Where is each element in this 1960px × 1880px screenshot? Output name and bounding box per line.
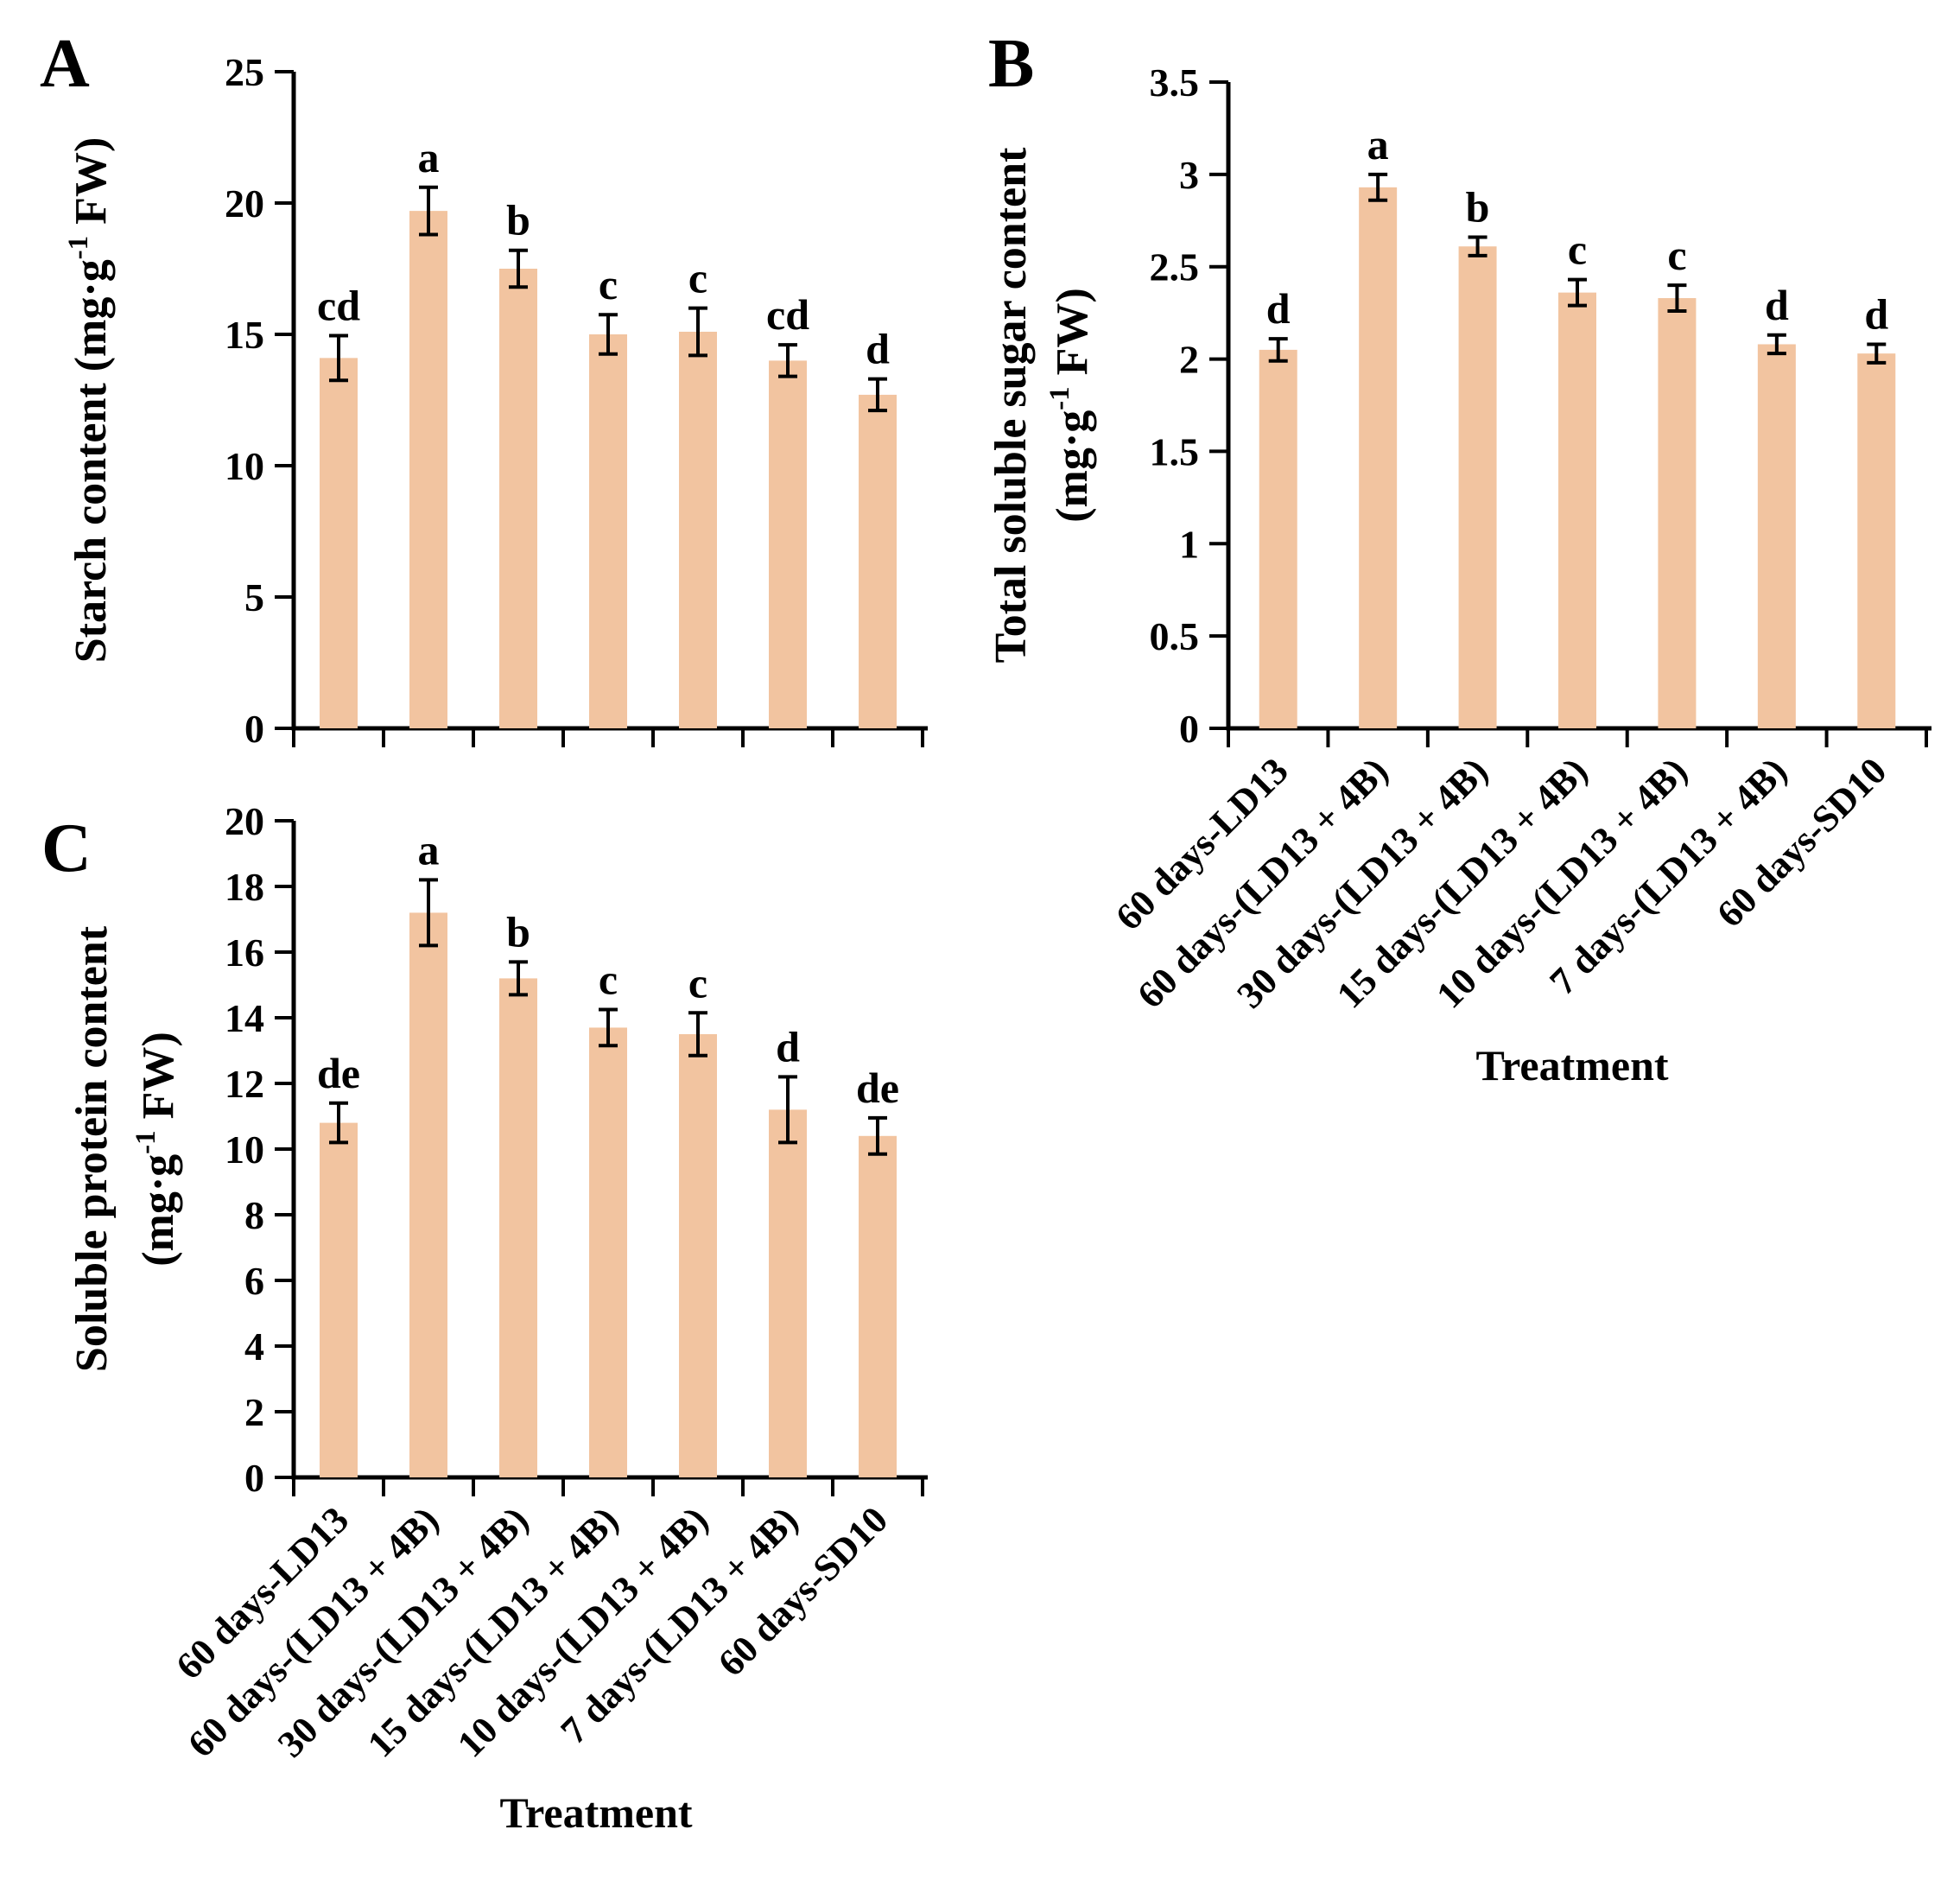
- label-text: FW): [67, 137, 116, 236]
- y-tick-label: 0: [244, 1456, 264, 1500]
- label-text: FW): [134, 1032, 183, 1130]
- y-tick-label: 10: [225, 444, 264, 488]
- bar: [499, 269, 537, 728]
- y-tick-label: 2: [1179, 338, 1199, 382]
- significance-letter: d: [776, 1022, 800, 1070]
- x-axis-title: Treatment: [1475, 1041, 1668, 1089]
- y-tick-label: 0: [244, 707, 264, 751]
- y-axis-title: Total soluble sugar content: [986, 147, 1036, 663]
- significance-letter: cd: [766, 290, 809, 339]
- y-tick-label: 2.5: [1150, 245, 1200, 289]
- y-tick-label: 5: [244, 575, 264, 619]
- superscript-text: -1: [1044, 386, 1075, 410]
- x-category-label: 60 days-LD13: [1107, 749, 1297, 938]
- y-axis-title: (mg·g-1 FW): [130, 1032, 183, 1267]
- y-tick-label: 10: [225, 1127, 264, 1172]
- bar: [859, 1135, 897, 1477]
- y-tick-label: 15: [225, 313, 264, 357]
- significance-letter: de: [856, 1064, 899, 1112]
- significance-letter: cd: [317, 282, 360, 330]
- bar: [679, 331, 717, 728]
- y-axis-title: Starch content (mg·g-1 FW): [63, 137, 116, 664]
- bar: [1658, 298, 1697, 728]
- panel-letter: A: [40, 26, 90, 102]
- significance-letter: d: [1765, 281, 1789, 329]
- y-tick-label: 0.5: [1150, 614, 1200, 658]
- superscript-text: -1: [130, 1130, 162, 1154]
- bar: [409, 912, 447, 1477]
- superscript-text: -1: [63, 236, 94, 260]
- significance-letter: d: [1864, 289, 1888, 338]
- panel-b-svg: B Total soluble sugar content (mg·g-1 FW) 0…: [986, 26, 1931, 1089]
- y-tick-label: 14: [225, 996, 264, 1040]
- bar: [1558, 292, 1596, 728]
- bar: [1259, 349, 1297, 728]
- significance-letter: c: [1667, 231, 1686, 279]
- y-tick-label: 3.5: [1150, 60, 1200, 105]
- panel-letter: C: [41, 810, 92, 886]
- bar: [589, 1027, 627, 1477]
- bar: [859, 394, 897, 728]
- bar: [769, 1109, 807, 1477]
- y-tick-label: 25: [225, 50, 264, 94]
- significance-letter: c: [688, 254, 707, 302]
- y-tick-label: 18: [225, 865, 264, 909]
- significance-letter: c: [599, 260, 618, 308]
- label-text: (mg·g: [1048, 410, 1097, 523]
- significance-letter: b: [1466, 183, 1490, 232]
- panel-c-soluble-protein-chart: C Soluble protein content (mg·g-1 FW) 0 2 4 6 8…: [0, 803, 976, 1880]
- bar: [679, 1034, 717, 1477]
- panel-b-soluble-sugar-chart: B Total soluble sugar content (mg·g-1 FW) 0…: [976, 0, 1960, 1123]
- significance-letter: a: [1367, 120, 1389, 168]
- significance-letter: c: [599, 956, 618, 1004]
- label-text: Soluble protein content: [67, 925, 117, 1372]
- significance-letter: c: [688, 958, 707, 1007]
- bar: [320, 358, 358, 728]
- bar: [499, 978, 537, 1477]
- bar: [1458, 246, 1497, 729]
- label-text: (mg·g: [134, 1154, 183, 1267]
- y-tick-label: 4: [244, 1324, 264, 1369]
- bar: [1359, 187, 1398, 728]
- bar: [769, 360, 807, 728]
- bar: [409, 211, 447, 728]
- significance-letter: a: [418, 825, 440, 873]
- y-tick-label: 20: [225, 181, 264, 225]
- panel-letter: B: [988, 26, 1034, 102]
- significance-letter: b: [506, 907, 530, 956]
- y-tick-label: 12: [225, 1062, 264, 1106]
- y-tick-label: 20: [225, 803, 264, 843]
- y-axis-title: (mg·g-1 FW): [1044, 288, 1097, 523]
- bar: [589, 334, 627, 728]
- y-tick-label: 2: [244, 1390, 264, 1434]
- label-text: Starch content (mg·g: [67, 259, 116, 663]
- y-tick-label: 0: [1179, 707, 1199, 751]
- significance-letter: d: [866, 325, 890, 373]
- bar: [1757, 344, 1796, 728]
- panel-c-svg: C Soluble protein content (mg·g-1 FW) 0 2 4 6 8…: [41, 803, 928, 1837]
- x-axis-title: Treatment: [499, 1788, 692, 1837]
- y-tick-label: 6: [244, 1259, 264, 1303]
- y-tick-label: 16: [225, 930, 264, 975]
- significance-letter: c: [1568, 225, 1587, 274]
- bar: [320, 1122, 358, 1477]
- label-text: Total soluble sugar content: [986, 147, 1036, 663]
- significance-letter: d: [1266, 284, 1291, 333]
- significance-letter: de: [317, 1049, 360, 1097]
- significance-letter: a: [418, 133, 440, 181]
- label-text: FW): [1048, 288, 1097, 386]
- y-axis-title: Soluble protein content: [67, 925, 117, 1372]
- significance-letter: b: [506, 196, 530, 245]
- y-tick-label: 1: [1179, 522, 1199, 566]
- y-tick-label: 8: [244, 1193, 264, 1237]
- bar: [1857, 353, 1896, 728]
- panel-a-starch-chart: A Starch content (mg·g-1 FW) 0 5 10 15 20 25 cd a…: [0, 0, 976, 803]
- y-tick-label: 1.5: [1150, 429, 1200, 473]
- y-tick-label: 3: [1179, 153, 1199, 197]
